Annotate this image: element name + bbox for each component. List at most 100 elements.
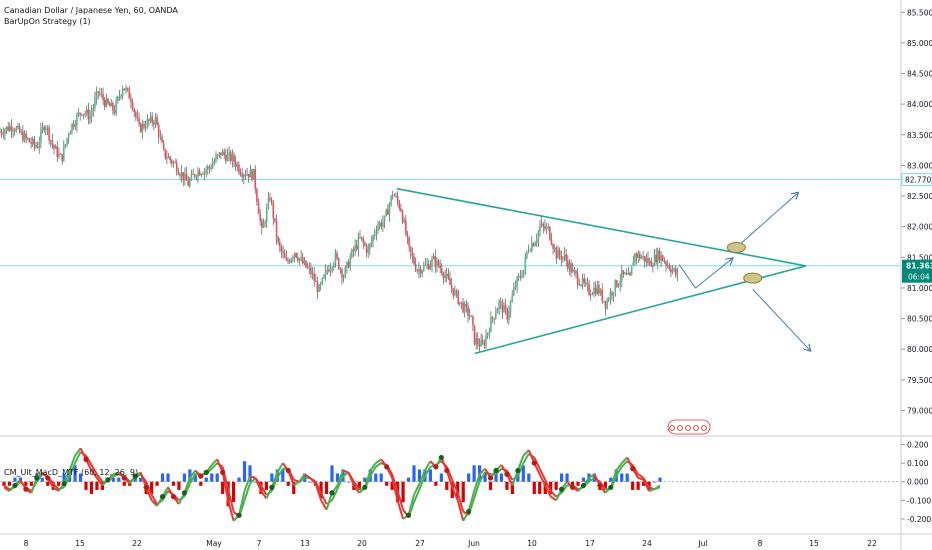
x-tick-label: 10 — [527, 539, 537, 548]
candle-body — [139, 123, 142, 133]
candle-body — [486, 332, 489, 336]
candle-body — [133, 109, 135, 112]
candle-body — [408, 237, 410, 247]
macd-histogram-bar — [357, 481, 361, 490]
macd-histogram-bar — [193, 473, 197, 482]
candle-body — [27, 137, 29, 139]
candle-body — [311, 273, 314, 275]
macd-cross-dot — [531, 460, 537, 466]
candle-body — [580, 284, 582, 286]
macd-line-segment — [52, 486, 60, 492]
candle-body — [43, 127, 45, 131]
candle-body — [279, 242, 281, 247]
macd-line-segment — [287, 470, 295, 486]
macd-histogram-bar — [270, 473, 274, 482]
candle-body — [550, 239, 553, 245]
candle-body — [226, 154, 229, 161]
candle-body — [90, 111, 93, 117]
candle-body — [472, 316, 474, 326]
macd-histogram-bar — [226, 481, 230, 507]
macd-line-segment — [375, 458, 382, 464]
level-badge[interactable] — [901, 173, 932, 187]
macd-histogram-bar — [286, 481, 290, 486]
candle-body — [506, 309, 509, 320]
macd-histogram-bar — [308, 481, 312, 483]
candle-body — [647, 258, 649, 264]
candle-body — [126, 88, 129, 89]
candle-body — [351, 249, 353, 258]
macd-histogram-bar — [346, 481, 350, 483]
candle-body — [208, 166, 211, 168]
candle-body — [59, 153, 62, 155]
x-tick-label: 13 — [300, 539, 310, 548]
candle-body — [478, 344, 481, 347]
macd-signal-line-segment — [260, 484, 268, 496]
candle-body — [463, 303, 466, 313]
candle-body — [20, 131, 23, 133]
projection-arrow — [736, 193, 797, 248]
macd-histogram-bar — [434, 481, 438, 486]
candle-body — [398, 201, 401, 209]
candle-body — [267, 198, 270, 208]
candle-body — [30, 142, 32, 144]
indicator-label[interactable]: CM_Ult_MacD_MTF (60, 12, 26, 9) — [4, 468, 139, 477]
candle-body — [125, 88, 127, 91]
macd-signal-line-segment — [74, 451, 82, 464]
candle-body — [316, 281, 319, 292]
candle-body — [503, 305, 505, 313]
candle-body — [184, 173, 186, 181]
candle-body — [593, 287, 595, 295]
macd-line-segment — [293, 480, 300, 487]
candle-body — [315, 281, 317, 282]
candle-body — [215, 156, 217, 162]
candle-body — [673, 268, 675, 270]
candle-body — [444, 275, 446, 278]
candle-body — [175, 162, 178, 173]
macd-histogram-bar — [133, 477, 137, 482]
candle-body — [216, 154, 219, 157]
candle-body — [241, 174, 243, 178]
candle-body — [498, 301, 500, 310]
macd-cross-dot — [438, 454, 444, 461]
strategy-label[interactable]: BarUpOn Strategy (1) — [4, 17, 91, 26]
candle-body — [151, 116, 153, 123]
macd-cross-dot — [405, 512, 412, 518]
candle-body — [33, 138, 36, 146]
candle-body — [591, 294, 594, 295]
macd-histogram-bar — [505, 481, 509, 490]
macd-line-segment — [637, 477, 644, 481]
candle-body — [390, 195, 392, 205]
candle-body — [629, 272, 631, 276]
candle-body — [388, 204, 391, 215]
candle-body — [192, 173, 194, 175]
macd-histogram-bar — [565, 473, 569, 482]
macd-signal-line-segment — [68, 462, 76, 477]
candle-body — [357, 237, 360, 250]
candle-body — [45, 128, 47, 131]
candle-body — [400, 208, 402, 211]
candle-body — [573, 269, 576, 272]
y-tick-label: 85.500 — [907, 8, 932, 17]
macd-cross-dot — [362, 484, 368, 490]
candle-body — [162, 142, 165, 149]
candle-body — [334, 252, 337, 264]
macd-line-segment — [254, 477, 262, 492]
candle-body — [668, 265, 671, 270]
candle-body — [249, 169, 252, 178]
candle-body — [10, 126, 13, 131]
candle-body — [586, 282, 589, 285]
candle-body — [300, 257, 302, 259]
candle-body — [568, 263, 571, 269]
macd-signal-line-segment — [243, 483, 251, 501]
macd-line-segment — [298, 473, 306, 483]
candle-body — [375, 231, 378, 234]
macd-line-segment — [353, 484, 361, 494]
macd-cross-dot — [23, 486, 29, 492]
candle-body — [128, 88, 131, 99]
macd-line-segment — [511, 470, 519, 486]
macd-signal-line-segment — [336, 475, 344, 490]
candle-body — [635, 253, 638, 258]
candle-body — [465, 303, 468, 307]
candle-body — [167, 156, 170, 159]
